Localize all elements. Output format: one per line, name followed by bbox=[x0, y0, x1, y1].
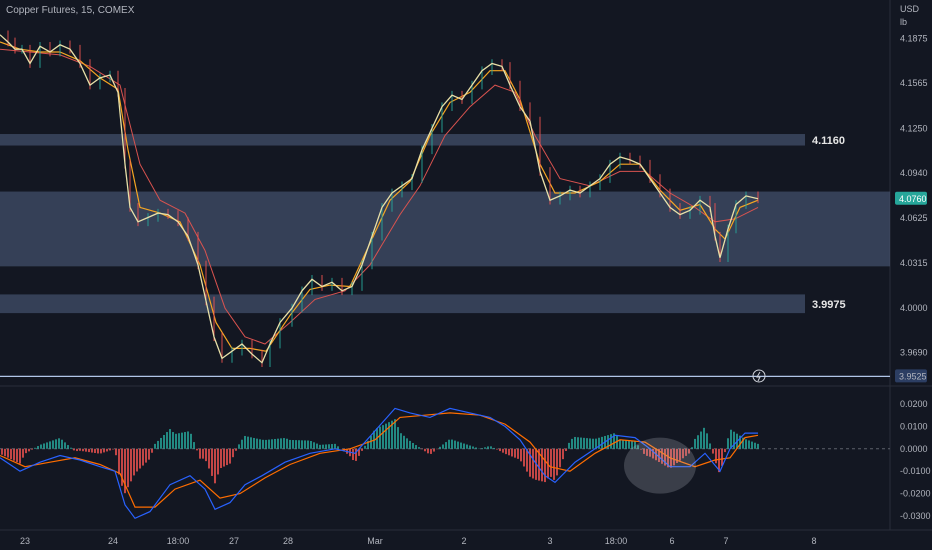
time-tick-4: 28 bbox=[283, 536, 293, 546]
price-tick-7: 3.9690 bbox=[900, 348, 928, 358]
macd-tick-0: 0.0200 bbox=[900, 399, 928, 409]
price-tick-6: 4.0000 bbox=[900, 303, 928, 313]
macd-panel bbox=[0, 407, 890, 520]
slow-ma-line bbox=[0, 48, 759, 345]
price-series bbox=[0, 30, 890, 378]
last-price-label: 4.0760 bbox=[899, 194, 927, 204]
time-tick-6: 2 bbox=[461, 536, 466, 546]
price-axis[interactable]: USD lb 4.1875 4.1565 4.1250 4.0940 4.0625 4.0… bbox=[895, 4, 928, 383]
lightning-bolt-icon bbox=[756, 371, 761, 382]
highlight-circle bbox=[624, 437, 696, 494]
macd-tick-1: 0.0100 bbox=[900, 421, 928, 431]
time-tick-9: 6 bbox=[669, 536, 674, 546]
lightning-icon bbox=[752, 369, 766, 383]
time-tick-5: Mar bbox=[367, 536, 383, 546]
price-tick-1: 4.1565 bbox=[900, 78, 928, 88]
time-tick-8: 18:00 bbox=[605, 536, 628, 546]
signal-line bbox=[0, 412, 759, 508]
macd-tick-3: -0.0100 bbox=[900, 466, 931, 476]
chart-title: Copper Futures, 15, COMEX bbox=[6, 5, 135, 16]
price-tick-4: 4.0625 bbox=[900, 213, 928, 223]
zone-label-0: 4.1160 bbox=[812, 135, 845, 147]
time-tick-0: 23 bbox=[20, 536, 30, 546]
time-axis[interactable]: 23 24 18:00 27 28 Mar 2 3 18:00 6 7 8 bbox=[20, 536, 817, 546]
time-tick-2: 18:00 bbox=[167, 536, 190, 546]
macd-axis[interactable]: 0.0200 0.0100 0.0000 -0.0100 -0.0200 -0.0300 bbox=[900, 399, 931, 521]
overlays bbox=[752, 369, 766, 383]
price-zones: 4.1160 3.9975 bbox=[0, 134, 890, 314]
macd-tick-2: 0.0000 bbox=[900, 444, 928, 454]
time-tick-11: 8 bbox=[811, 536, 816, 546]
support-price-label: 3.9525 bbox=[899, 371, 927, 381]
price-tick-5: 4.0315 bbox=[900, 258, 928, 268]
unit-label: lb bbox=[900, 17, 907, 27]
zone-0 bbox=[0, 134, 805, 146]
zone-2 bbox=[0, 294, 805, 314]
time-tick-3: 27 bbox=[229, 536, 239, 546]
time-tick-10: 7 bbox=[723, 536, 728, 546]
macd-tick-4: -0.0200 bbox=[900, 489, 931, 499]
time-tick-7: 3 bbox=[547, 536, 552, 546]
price-tick-2: 4.1250 bbox=[900, 123, 928, 133]
price-tick-0: 4.1875 bbox=[900, 33, 928, 43]
zone-1 bbox=[0, 191, 890, 267]
price-line bbox=[0, 34, 759, 364]
macd-tick-5: -0.0300 bbox=[900, 511, 931, 521]
last-price-tag bbox=[895, 191, 927, 205]
currency-label: USD bbox=[900, 4, 920, 14]
price-tick-3: 4.0940 bbox=[900, 168, 928, 178]
time-tick-1: 24 bbox=[108, 536, 118, 546]
macd-line bbox=[0, 407, 758, 520]
zone-label-2: 3.9975 bbox=[812, 299, 846, 311]
support-price-tag bbox=[895, 369, 927, 383]
